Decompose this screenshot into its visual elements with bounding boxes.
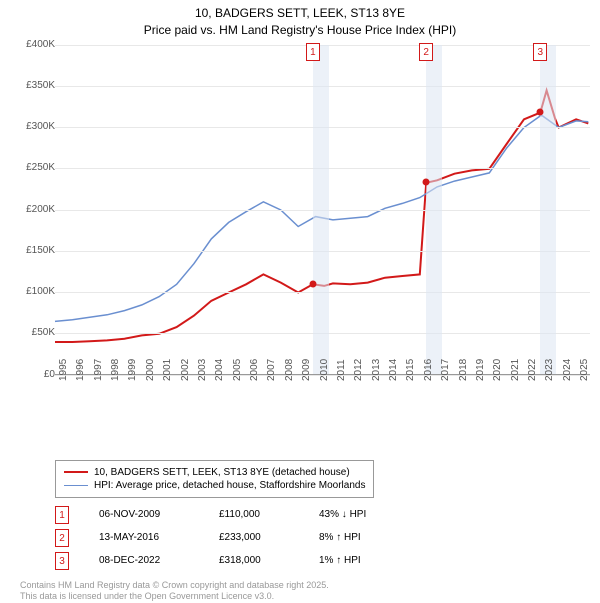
plot: 1 2 3: [55, 45, 590, 375]
sale-marker: 1: [55, 506, 69, 524]
legend: 10, BADGERS SETT, LEEK, ST13 8YE (detach…: [55, 460, 374, 498]
sales-table: 1 06-NOV-2009 £110,000 43% ↓ HPI 2 13-MAY-201…: [55, 506, 590, 570]
sale-price: £233,000: [219, 532, 289, 543]
legend-label: 10, BADGERS SETT, LEEK, ST13 8YE (detach…: [94, 467, 350, 478]
highlight-band: [426, 45, 442, 374]
sale-date: 08-DEC-2022: [99, 555, 189, 566]
x-axis-label: 2025: [579, 358, 600, 380]
sale-marker: 2: [419, 43, 433, 61]
highlight-band: [540, 45, 556, 374]
legend-label: HPI: Average price, detached house, Staf…: [94, 480, 365, 491]
sale-dot: [309, 280, 316, 287]
sale-marker: 3: [55, 552, 69, 570]
sales-row: 1 06-NOV-2009 £110,000 43% ↓ HPI: [55, 506, 590, 524]
sale-date: 13-MAY-2016: [99, 532, 189, 543]
legend-row: 10, BADGERS SETT, LEEK, ST13 8YE (detach…: [64, 467, 365, 478]
highlight-band: [313, 45, 329, 374]
sale-dot: [423, 179, 430, 186]
y-axis-label: £100K: [5, 286, 55, 297]
sales-row: 2 13-MAY-2016 £233,000 8% ↑ HPI: [55, 529, 590, 547]
sale-marker: 2: [55, 529, 69, 547]
y-axis-label: £400K: [5, 39, 55, 50]
sales-row: 3 08-DEC-2022 £318,000 1% ↑ HPI: [55, 552, 590, 570]
y-axis-label: £50K: [5, 327, 55, 338]
footnote: Contains HM Land Registry data © Crown c…: [20, 580, 590, 603]
chart-container: 10, BADGERS SETT, LEEK, ST13 8YE Price p…: [0, 0, 600, 590]
title-block: 10, BADGERS SETT, LEEK, ST13 8YE Price p…: [10, 5, 590, 39]
title-line-2: Price paid vs. HM Land Registry's House …: [10, 22, 590, 39]
title-line-1: 10, BADGERS SETT, LEEK, ST13 8YE: [10, 5, 590, 22]
sale-diff: 1% ↑ HPI: [319, 555, 409, 566]
y-axis-label: £150K: [5, 245, 55, 256]
y-axis-label: £300K: [5, 121, 55, 132]
y-axis-label: £0: [5, 369, 55, 380]
y-axis-label: £350K: [5, 80, 55, 91]
y-axis-label: £250K: [5, 162, 55, 173]
sale-price: £110,000: [219, 509, 289, 520]
sale-diff: 8% ↑ HPI: [319, 532, 409, 543]
sale-price: £318,000: [219, 555, 289, 566]
sale-marker: 1: [306, 43, 320, 61]
legend-swatch: [64, 471, 88, 473]
sale-diff: 43% ↓ HPI: [319, 509, 409, 520]
sale-marker: 3: [533, 43, 547, 61]
sale-dot: [537, 109, 544, 116]
y-axis-label: £200K: [5, 204, 55, 215]
legend-row: HPI: Average price, detached house, Staf…: [64, 480, 365, 491]
chart-area: 123 £0£50K£100K£150K£200K£250K£300K£350K…: [10, 45, 590, 415]
sale-date: 06-NOV-2009: [99, 509, 189, 520]
footnote-line-2: This data is licensed under the Open Gov…: [20, 591, 590, 603]
legend-swatch: [64, 485, 88, 486]
